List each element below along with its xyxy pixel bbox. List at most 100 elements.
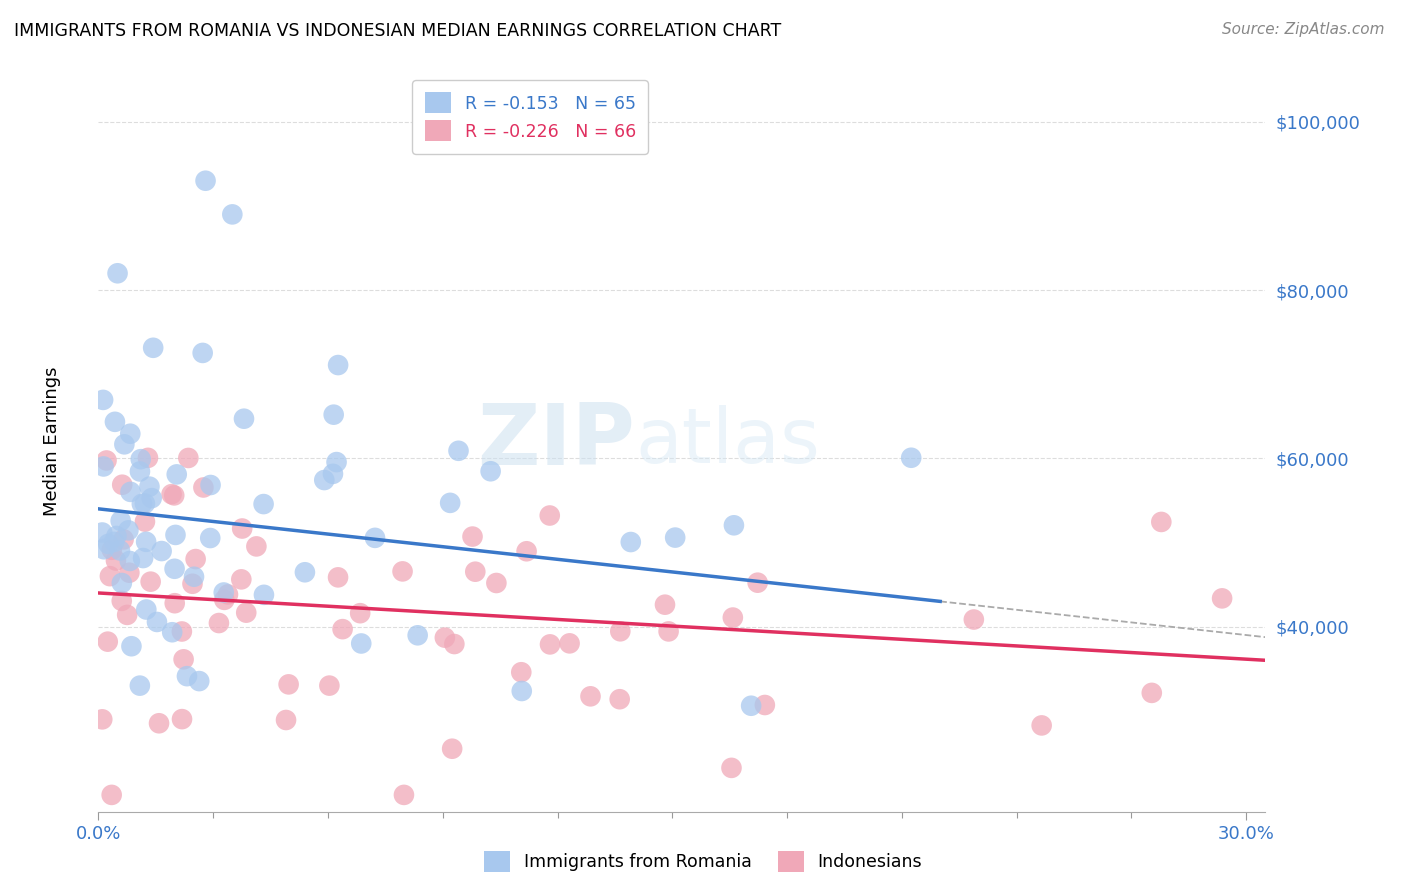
Point: [433, 631, 456, 645]
Point: [721, 610, 744, 624]
Point: [177, 450, 200, 465]
Point: [97, 537, 120, 551]
Point: [112, 437, 135, 451]
Point: [747, 575, 769, 590]
Point: [176, 669, 198, 683]
Point: [485, 576, 508, 591]
Point: [146, 615, 169, 629]
Point: [510, 684, 533, 698]
Point: [208, 615, 231, 630]
Point: [235, 606, 257, 620]
Point: [233, 411, 256, 425]
Point: [188, 674, 211, 689]
Point: [136, 450, 159, 465]
Point: [441, 741, 464, 756]
Point: [609, 692, 631, 706]
Point: [91, 392, 114, 407]
Point: [1031, 718, 1053, 732]
Point: [131, 497, 153, 511]
Point: [117, 524, 139, 538]
Point: [274, 713, 297, 727]
Point: [510, 665, 533, 680]
Point: [160, 487, 183, 501]
Point: [461, 530, 484, 544]
Point: [118, 566, 141, 580]
Point: [392, 788, 415, 802]
Point: [128, 679, 150, 693]
Point: [558, 636, 581, 650]
Point: [181, 576, 204, 591]
Point: [479, 464, 502, 478]
Point: [139, 574, 162, 589]
Point: [118, 554, 141, 568]
Point: [364, 531, 387, 545]
Point: [252, 497, 274, 511]
Point: [723, 518, 745, 533]
Point: [325, 455, 347, 469]
Point: [141, 491, 163, 505]
Point: [1150, 515, 1173, 529]
Legend: Immigrants from Romania, Indonesians: Immigrants from Romania, Indonesians: [477, 844, 929, 879]
Point: [115, 607, 138, 622]
Point: [231, 573, 253, 587]
Point: [166, 467, 188, 482]
Point: [104, 415, 127, 429]
Point: [101, 542, 124, 557]
Point: [129, 452, 152, 467]
Point: [1211, 591, 1233, 606]
Point: [120, 639, 142, 653]
Point: [138, 480, 160, 494]
Point: [538, 637, 561, 651]
Point: [193, 480, 215, 494]
Point: [97, 634, 120, 648]
Point: [900, 450, 922, 465]
Point: [658, 624, 681, 639]
Point: [221, 207, 243, 221]
Point: [740, 698, 762, 713]
Point: [464, 565, 486, 579]
Point: [100, 788, 122, 802]
Text: Median Earnings: Median Earnings: [42, 367, 60, 516]
Point: [183, 570, 205, 584]
Point: [134, 515, 156, 529]
Point: [620, 535, 643, 549]
Point: [111, 477, 134, 491]
Point: [107, 266, 129, 280]
Point: [406, 628, 429, 642]
Point: [212, 585, 235, 599]
Point: [349, 606, 371, 620]
Point: [579, 690, 602, 704]
Point: [217, 587, 239, 601]
Point: [170, 624, 193, 639]
Point: [245, 540, 267, 554]
Point: [322, 467, 344, 481]
Point: [112, 533, 135, 547]
Point: [253, 588, 276, 602]
Point: [163, 488, 186, 502]
Point: [294, 566, 316, 580]
Point: [148, 716, 170, 731]
Point: [135, 602, 157, 616]
Point: [200, 531, 222, 545]
Point: [165, 528, 187, 542]
Point: [132, 551, 155, 566]
Point: [326, 358, 349, 372]
Point: [277, 677, 299, 691]
Point: [318, 679, 340, 693]
Point: [173, 652, 195, 666]
Point: [350, 636, 373, 650]
Point: [516, 544, 538, 558]
Point: [134, 496, 156, 510]
Point: [160, 625, 183, 640]
Point: [104, 553, 127, 567]
Point: [439, 496, 461, 510]
Point: [1140, 686, 1163, 700]
Point: [314, 473, 336, 487]
Point: [110, 514, 132, 528]
Point: [609, 624, 631, 639]
Point: [720, 761, 742, 775]
Point: [108, 543, 131, 558]
Point: [163, 596, 186, 610]
Point: [191, 346, 214, 360]
Point: [103, 534, 125, 549]
